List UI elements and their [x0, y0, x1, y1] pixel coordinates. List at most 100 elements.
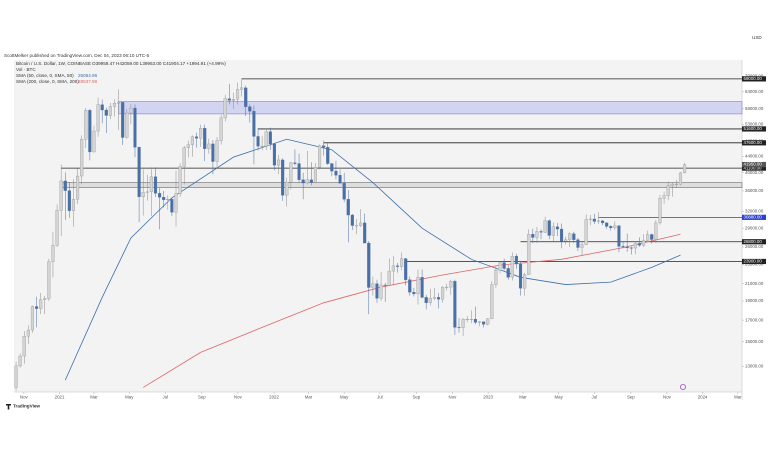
x-tick-label: 2021	[55, 395, 65, 400]
candle-body	[80, 139, 84, 177]
candle-body	[588, 218, 592, 220]
candle-body	[240, 87, 244, 90]
candle-body	[416, 277, 420, 295]
candle-body	[301, 179, 305, 184]
candle-body	[272, 143, 276, 166]
candle-body	[625, 246, 629, 248]
candle-body	[387, 270, 391, 286]
level-label: 69000.00	[744, 76, 763, 81]
candle-body	[170, 199, 174, 213]
x-tick-label: May	[125, 395, 134, 400]
candle-body	[473, 318, 477, 323]
candle-body	[494, 270, 498, 285]
candle-body	[264, 131, 268, 147]
x-tick-label: Jul	[377, 395, 383, 400]
candle-body	[498, 262, 502, 271]
candle-body	[178, 166, 182, 194]
candle-body	[276, 159, 281, 166]
candle-body	[346, 199, 350, 216]
y-tick-label: 40000.00	[745, 170, 764, 175]
candle-body	[223, 98, 227, 119]
candle-body	[568, 233, 572, 240]
candle-body	[506, 268, 510, 278]
candle-body	[194, 136, 199, 139]
last-price-box	[742, 161, 766, 168]
candle-body	[482, 321, 486, 325]
candle-body	[108, 106, 112, 116]
candle-body	[18, 355, 22, 367]
candle-body	[313, 167, 317, 183]
x-tick-label: Nov	[234, 395, 243, 400]
candle-body	[436, 297, 441, 300]
candle-body	[633, 243, 637, 249]
candle-body	[137, 147, 141, 197]
candle-body	[117, 102, 121, 104]
candle-body	[174, 193, 178, 213]
candle-body	[461, 318, 465, 328]
candle-body	[670, 184, 674, 187]
candle-body	[531, 234, 535, 238]
x-tick-label: 2023	[483, 395, 493, 400]
candle-body	[637, 243, 642, 246]
axis-unit: USD	[752, 35, 762, 40]
candle-body	[289, 162, 293, 183]
sma-line	[64, 138, 681, 381]
candle-body	[523, 274, 527, 289]
candle-body	[30, 306, 35, 331]
event-icon	[680, 383, 687, 390]
candle-body	[211, 143, 215, 162]
candle-body	[559, 228, 564, 242]
candle-body	[683, 164, 687, 174]
candle-body	[149, 176, 153, 193]
candle-body	[543, 220, 547, 233]
candle-body	[281, 159, 285, 196]
candle-body	[235, 89, 240, 100]
candle-body	[654, 222, 658, 240]
candle-body	[256, 136, 260, 147]
tv-logo	[6, 404, 11, 410]
candle-body	[490, 284, 494, 319]
candle-body	[662, 195, 666, 199]
candle-body	[231, 99, 235, 101]
candle-body	[572, 233, 576, 240]
x-tick-label: Sep	[627, 395, 635, 400]
y-tick-label: 26000.00	[745, 244, 764, 249]
candle-body	[22, 336, 26, 357]
candle-body	[674, 183, 678, 185]
candle-body	[297, 163, 301, 180]
zone-band	[118, 101, 743, 115]
candle-body	[51, 245, 55, 262]
candle-body	[59, 180, 63, 211]
candle-body	[35, 306, 39, 309]
candle-body	[182, 147, 186, 167]
y-tick-label: 58000.00	[745, 106, 764, 111]
level-label: 26800.00	[744, 239, 763, 244]
level-label: 30880.00	[744, 215, 763, 220]
last-price-label: 41950.00	[744, 162, 763, 167]
candle-body	[555, 226, 559, 230]
candle-body	[104, 109, 108, 116]
y-tick-label: 70000.00	[745, 74, 764, 79]
candle-body	[39, 299, 43, 309]
candle-body	[391, 265, 395, 272]
level-label-box	[742, 258, 766, 265]
candle-body	[527, 234, 531, 275]
candle-body	[55, 209, 59, 246]
candle-body	[145, 191, 149, 193]
candle-body	[424, 297, 428, 303]
y-tick-label: 36000.00	[745, 188, 764, 193]
candle-body	[629, 247, 633, 249]
legend-label: SMA (200, close, 0, SMA, 200)	[16, 79, 79, 84]
candle-body	[125, 112, 129, 138]
candle-body	[330, 163, 334, 172]
publisher: ScottMelker published on TradingView.com…	[4, 53, 150, 58]
candle-body	[404, 258, 408, 280]
candle-body	[445, 286, 449, 288]
candle-body	[367, 242, 371, 288]
legend: 69000.00 51600.00 47600.00 41100.00 30880.00…	[16, 73, 766, 265]
candle-body	[318, 145, 322, 168]
x-tick-label: Nov	[449, 395, 458, 400]
candle-body	[395, 265, 400, 267]
candle-body	[465, 318, 469, 320]
candle-body	[658, 198, 662, 224]
